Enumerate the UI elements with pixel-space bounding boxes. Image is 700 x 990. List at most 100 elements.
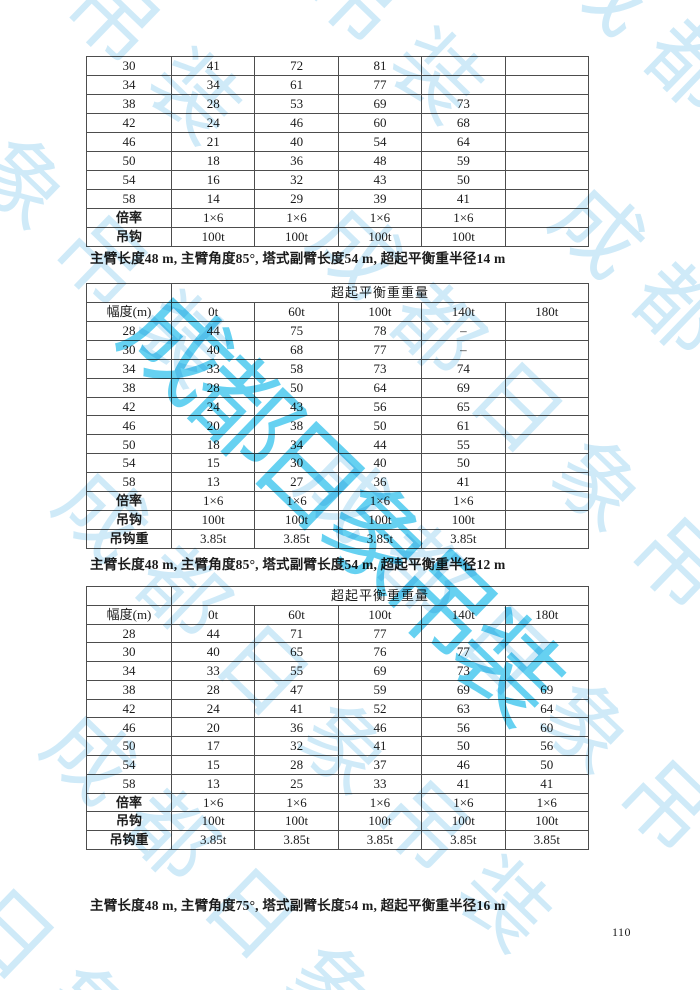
- table-row: 50 18 36 48 59: [86, 151, 589, 171]
- table-cell: 24: [170, 698, 256, 719]
- table-cell: 36: [254, 151, 339, 171]
- table-cell: 33: [170, 661, 256, 681]
- table-cell: 100t: [421, 227, 506, 247]
- table-cell: 3.85t: [170, 528, 256, 550]
- table-cell: [421, 56, 506, 76]
- table-cell: 32: [254, 170, 339, 190]
- table-row: 58 13 25 33 41 41: [86, 773, 589, 794]
- table-cell: 43: [337, 170, 423, 190]
- table-cell: 41: [254, 698, 339, 719]
- table-cell: 100t: [421, 811, 506, 832]
- table-cell: 100t: [170, 227, 256, 247]
- table-header-row: 超起平衡重重量: [86, 283, 589, 303]
- table-cell: [504, 227, 589, 247]
- table-cell: 63: [421, 698, 506, 719]
- table-cell: 3.85t: [421, 830, 506, 850]
- table-cell: 61: [421, 415, 506, 436]
- table-cell: 39: [337, 189, 423, 209]
- table-cell: 1×6: [170, 208, 256, 228]
- table-cell: [504, 56, 589, 76]
- table-cell: 1×6: [421, 491, 506, 512]
- row-label-cell: 58: [86, 773, 172, 794]
- table-cell: [421, 623, 506, 644]
- table-cell: 77: [421, 642, 506, 663]
- row-label-cell: 42: [86, 396, 172, 417]
- table-caption-radius-12m: 主臂长度48 m, 主臂角度85°, 塔式副臂长度54 m, 超起平衡重半径12…: [90, 557, 506, 572]
- table-cell: 100t: [254, 227, 339, 247]
- table-cell: 71: [254, 623, 339, 644]
- table-cell: 69: [337, 661, 423, 681]
- table-cell: [504, 94, 589, 114]
- row-label-cell: 46: [86, 717, 172, 738]
- table-row: 58 13 27 36 41: [86, 472, 589, 493]
- table-cell: 50: [421, 453, 506, 474]
- row-label-cell: 28: [86, 623, 172, 644]
- row-label-cell: 50: [86, 736, 172, 757]
- load-chart-table-radius-14m: 超起平衡重重量 幅度(m) 0t 60t 100t 140t 180t 28 44 75 78–30…: [86, 283, 589, 550]
- table-row: 倍率 1×6 1×6 1×6 1×6: [86, 208, 589, 228]
- table-cell: 1×6: [170, 491, 256, 512]
- table-cell: 50: [421, 170, 506, 190]
- table-cell: 3.85t: [254, 528, 339, 550]
- table-cell: 77: [337, 339, 423, 360]
- table-cell: 3.85t: [337, 528, 423, 550]
- row-label-cell: 吊钩重: [86, 528, 172, 550]
- table-cell: 100t: [254, 510, 339, 530]
- table-cell: 20: [170, 717, 256, 738]
- table-cell: 1×6: [337, 792, 423, 813]
- table-row: 吊钩 100t 100t 100t 100t: [86, 510, 589, 530]
- table-row: 34 33 55 69 73: [86, 661, 589, 681]
- table-row: 50 18 34 44 55: [86, 434, 589, 455]
- table-row: 54 16 32 43 50: [86, 170, 589, 190]
- table-cell: 69: [421, 679, 506, 700]
- table-header-row: 超起平衡重重量: [86, 586, 589, 606]
- table-cell: [504, 151, 589, 171]
- table-cell: 34: [170, 75, 256, 95]
- column-header-cell: 180t: [504, 301, 589, 322]
- table-cell: [504, 170, 589, 190]
- table-cell: 44: [337, 434, 423, 455]
- table-cell: 25: [254, 773, 339, 794]
- table-cell: 1×6: [254, 491, 339, 512]
- table-cell: 50: [337, 415, 423, 436]
- row-label-cell: 46: [86, 415, 172, 436]
- table-cell: 21: [170, 132, 256, 152]
- table-cell: 37: [337, 755, 423, 775]
- table-cell: 50: [504, 755, 589, 775]
- table-cell: 100t: [170, 510, 256, 530]
- table-row: 吊钩重 3.85t 3.85t 3.85t 3.85t: [86, 528, 589, 550]
- table-cell: 44: [170, 320, 256, 341]
- table-cell: 40: [170, 642, 256, 663]
- table-row: 吊钩重 3.85t 3.85t 3.85t 3.85t 3.85t: [86, 830, 589, 850]
- table-cell: [504, 113, 589, 133]
- column-header-cell: 幅度(m): [86, 301, 172, 322]
- table-cell: 20: [170, 415, 256, 436]
- table-cell: [504, 623, 589, 644]
- table-cell: 32: [254, 736, 339, 757]
- table-cell: 56: [504, 736, 589, 757]
- table-row: 吊钩 100t 100t 100t 100t 100t: [86, 811, 589, 832]
- table-cell: 100t: [421, 510, 506, 530]
- table-cell: 60: [337, 113, 423, 133]
- table-row: 30 40 68 77–: [86, 339, 589, 360]
- table-cell: 73: [337, 358, 423, 379]
- column-header-cell: 100t: [337, 301, 423, 322]
- table-cell: 50: [421, 736, 506, 757]
- row-label-cell: 吊钩重: [86, 830, 172, 850]
- column-header-cell: 0t: [170, 604, 256, 625]
- table-cell: 100t: [504, 811, 589, 832]
- table-row: 54 15 30 40 50: [86, 453, 589, 474]
- table-cell: 78: [337, 320, 423, 341]
- table-cell: 18: [170, 151, 256, 171]
- table-cell: 28: [170, 377, 256, 398]
- row-label-cell: 42: [86, 113, 172, 133]
- table-cell: 38: [254, 415, 339, 436]
- table-cell: 100t: [254, 811, 339, 832]
- table-cell: 1×6: [421, 792, 506, 813]
- table-cell: 41: [170, 56, 256, 76]
- table-cell: 69: [337, 94, 423, 114]
- table-row: 42 24 43 56 65: [86, 396, 589, 417]
- table-row: 46 20 38 50 61: [86, 415, 589, 436]
- row-label-cell: 38: [86, 377, 172, 398]
- table-row: 54 15 28 37 46 50: [86, 755, 589, 775]
